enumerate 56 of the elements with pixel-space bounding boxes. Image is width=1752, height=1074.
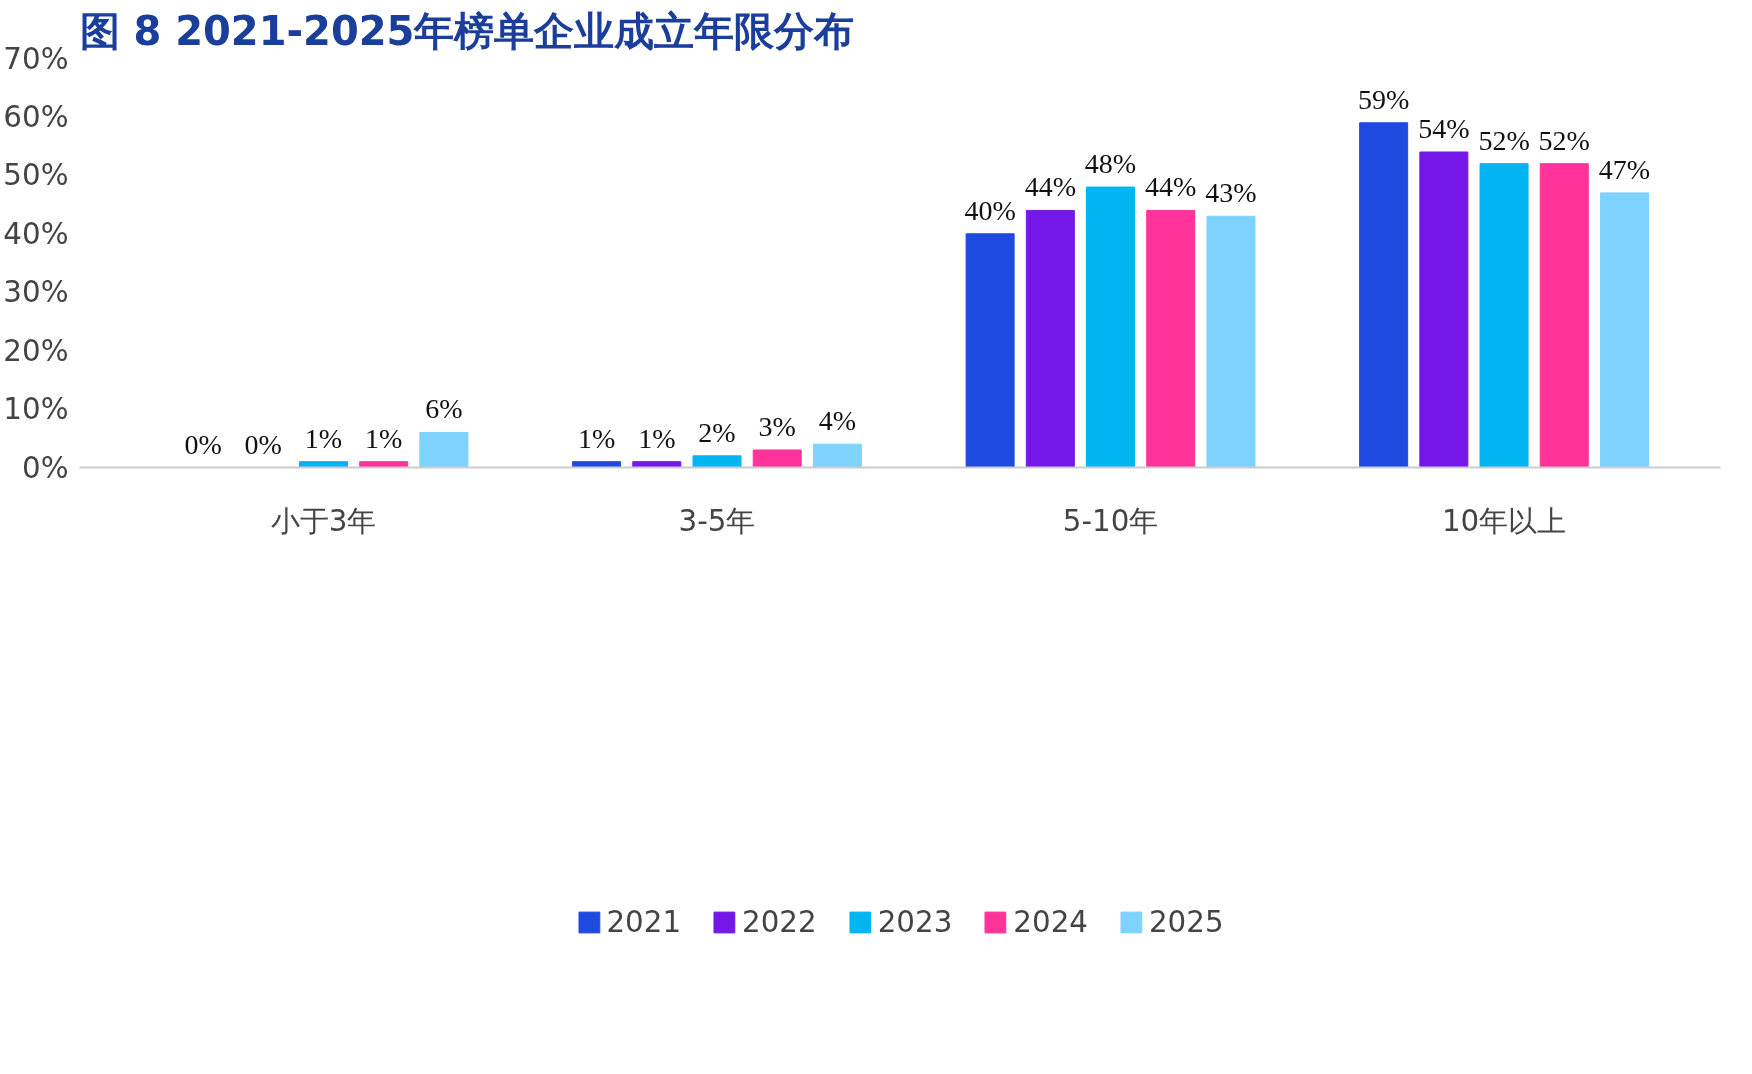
- x-tick-label: 3-5年: [678, 503, 756, 538]
- y-tick-label: 20%: [3, 333, 69, 368]
- data-label: 54%: [1418, 112, 1470, 144]
- data-label: 0%: [244, 428, 282, 460]
- data-label: 52%: [1478, 124, 1530, 156]
- data-label: 0%: [184, 428, 222, 460]
- bar: [298, 461, 348, 468]
- data-label: 48%: [1084, 148, 1137, 180]
- data-label: 4%: [818, 405, 857, 437]
- y-tick-label: 30%: [3, 275, 69, 310]
- bar: [1206, 215, 1256, 468]
- x-tick-label: 小于3年: [270, 503, 377, 538]
- bar: [1419, 151, 1469, 468]
- y-tick-label: 10%: [3, 392, 69, 427]
- data-label: 59%: [1357, 83, 1410, 115]
- bar: [752, 449, 802, 468]
- data-label: 43%: [1205, 177, 1257, 209]
- data-label: 40%: [964, 194, 1016, 226]
- data-label: 1%: [304, 422, 343, 454]
- bar: [1025, 209, 1075, 468]
- y-tick-label: 60%: [3, 99, 69, 134]
- data-label: 2%: [698, 416, 736, 448]
- data-label: 1%: [365, 422, 403, 454]
- legend-label: 2021: [606, 904, 682, 939]
- y-tick-label: 70%: [3, 41, 69, 76]
- data-label: 3%: [758, 410, 796, 442]
- bar: [1479, 163, 1529, 468]
- data-label: 47%: [1598, 153, 1651, 185]
- x-tick-label: 5-10年: [1062, 503, 1159, 538]
- bar: [812, 443, 862, 468]
- data-label: 6%: [425, 393, 463, 425]
- bar: [1359, 122, 1409, 468]
- legend-label: 2022: [742, 904, 817, 939]
- data-label: 44%: [1024, 171, 1076, 203]
- chart-title: 图 8 2021-2025年榜单企业成立年限分布: [79, 7, 855, 54]
- legend-label: 2024: [1013, 904, 1088, 939]
- bar: [359, 461, 409, 468]
- data-label: 1%: [577, 422, 616, 454]
- legend-label: 2025: [1148, 904, 1224, 939]
- bar: [1539, 163, 1589, 468]
- bar: [692, 455, 742, 468]
- data-label: 1%: [638, 422, 676, 454]
- bar: [1146, 209, 1196, 468]
- y-tick-label: 0%: [21, 450, 69, 485]
- bar: [965, 233, 1015, 468]
- x-tick-label: 10年以上: [1441, 503, 1567, 538]
- y-tick-label: 40%: [3, 216, 69, 251]
- bar: [1086, 186, 1136, 468]
- data-label: 44%: [1145, 171, 1197, 203]
- bar: [632, 461, 682, 468]
- bar: [572, 461, 622, 468]
- bar: [1599, 192, 1649, 468]
- legend-label: 2023: [877, 904, 953, 939]
- bar: [419, 431, 469, 468]
- y-tick-label: 50%: [3, 158, 69, 193]
- data-label: 52%: [1538, 124, 1590, 156]
